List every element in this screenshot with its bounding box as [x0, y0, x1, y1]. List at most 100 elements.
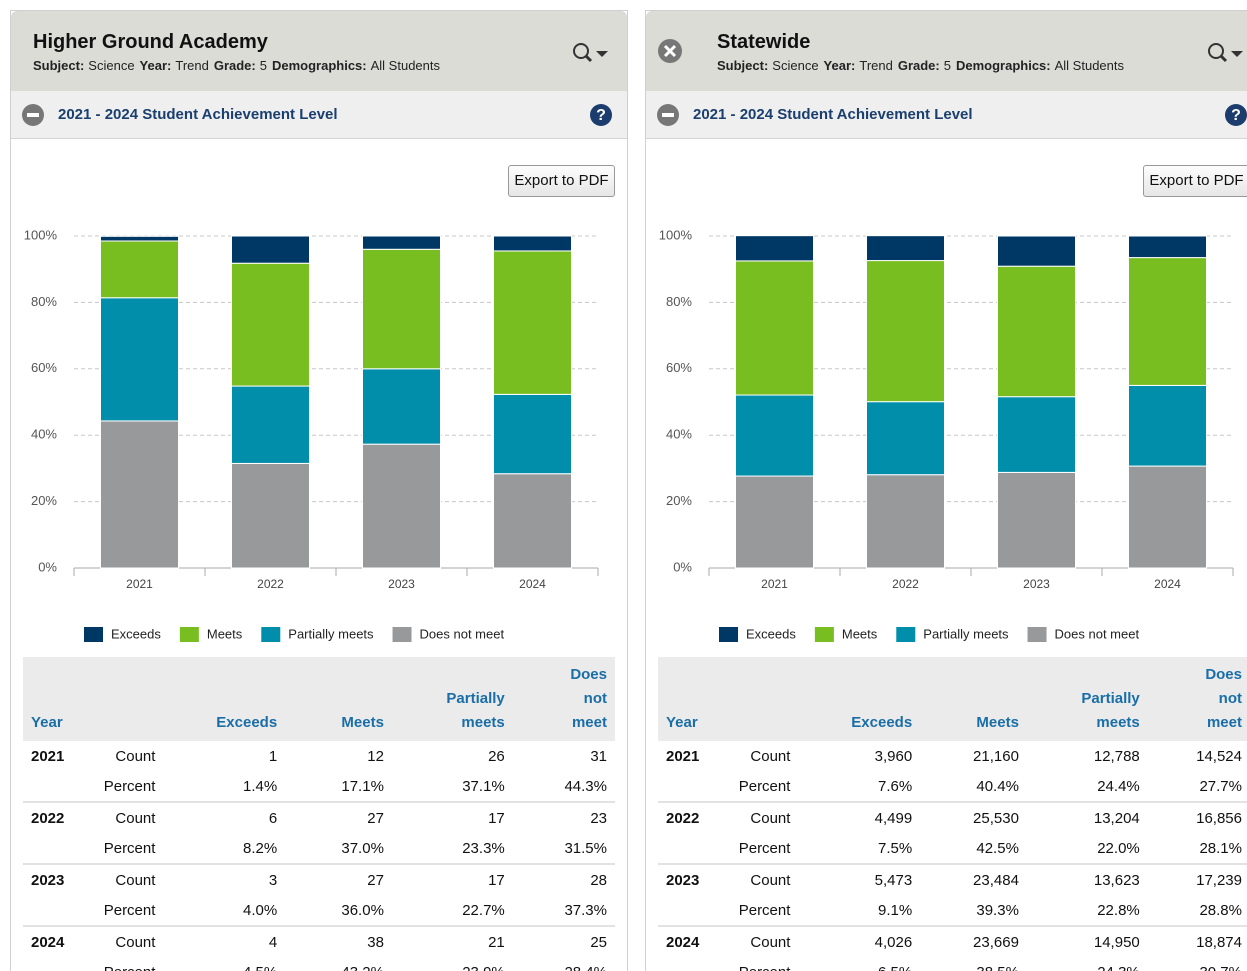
year-cell-empty — [23, 833, 82, 864]
bar-segment — [493, 235, 572, 252]
count-row: 2024 Count 4 38 21 25 — [23, 925, 615, 957]
y-tick-label: 100% — [659, 227, 693, 242]
column-header: Does not meet — [1139, 657, 1247, 741]
percent-cell: 37.1% — [462, 777, 505, 795]
bar-segment — [735, 394, 814, 477]
count-row: 2022 Count 6 27 17 23 — [23, 801, 615, 833]
panel-title: Statewide — [717, 31, 811, 53]
filter-value: Science — [772, 58, 819, 73]
count-cell: 18,874 — [1139, 925, 1247, 957]
bar-segment — [735, 475, 814, 569]
count-cell: 26 — [488, 747, 505, 765]
row-label: Count — [81, 863, 156, 895]
close-button[interactable] — [656, 37, 684, 65]
percent-cell: 43.2% — [277, 957, 384, 971]
y-tick-label: 60% — [666, 360, 692, 375]
percent-cell: 22.8% — [1097, 901, 1140, 919]
percent-row: Percent 4.0% 36.0% 22.7% 37.3% — [23, 895, 615, 926]
year-cell: 2021 — [666, 747, 700, 765]
percent-cell: 39.3% — [976, 901, 1019, 919]
percent-row: Percent 9.1% 39.3% 22.8% 28.8% — [658, 895, 1247, 926]
bar-segment — [866, 260, 945, 403]
percent-row: Percent6.5%38.5%24.3%30.7% — [658, 957, 1247, 971]
count-cell: 6 — [155, 801, 278, 833]
percent-cell: 30.7% — [1140, 957, 1247, 971]
year-cell-empty — [658, 895, 717, 926]
bar-segment — [362, 443, 441, 569]
percent-row: Percent 1.4% 17.1% 37.1% 44.3% — [23, 771, 615, 802]
filter-label: Demographics: — [271, 58, 367, 73]
column-header: Year — [23, 657, 82, 741]
bar-segment — [997, 471, 1076, 569]
percent-cell: 28.1% — [1199, 839, 1242, 857]
count-cell: 5,473 — [790, 863, 913, 895]
help-button[interactable]: ? — [589, 103, 613, 127]
bar-segment — [100, 420, 179, 569]
x-tick-label: 2023 — [388, 577, 415, 591]
percent-cell: 42.5% — [976, 839, 1019, 857]
row-label: Count — [81, 801, 156, 833]
panel-header: Higher Ground Academy Subject: Science Yea… — [11, 11, 627, 91]
y-tick-label: 80% — [31, 294, 57, 309]
bar-segment — [735, 235, 814, 262]
legend-swatch — [179, 627, 199, 642]
x-tick-label: 2024 — [1154, 577, 1181, 591]
y-tick-label: 20% — [666, 493, 692, 508]
export-button[interactable]: Export to PDF — [1143, 165, 1247, 197]
percent-cell: 31.5% — [564, 839, 607, 857]
count-cell: 27 — [277, 801, 384, 833]
filters: Subject: Science Year: Trend Grade: 5 Demograp… — [717, 58, 1129, 73]
bar-segment — [100, 297, 179, 422]
svg-text:?: ? — [1231, 107, 1241, 124]
legend-swatch — [814, 627, 834, 642]
percent-cell: 44.3% — [564, 777, 607, 795]
bar-segment — [362, 368, 441, 445]
search-menu[interactable] — [1204, 39, 1247, 67]
count-cell: 3,960 — [874, 747, 913, 765]
percent-cell: 38.5% — [912, 957, 1019, 971]
percent-cell: 36.0% — [341, 901, 384, 919]
percent-cell: 23.9% — [384, 957, 505, 971]
y-tick-label: 40% — [666, 427, 692, 442]
year-cell-empty — [658, 833, 717, 864]
x-tick-label: 2022 — [892, 577, 919, 591]
percent-cell: 28.8% — [1199, 901, 1242, 919]
percent-cell: 7.6% — [877, 777, 913, 795]
legend-label: Exceeds — [111, 626, 161, 641]
year-cell-empty — [658, 957, 717, 971]
count-cell: 31 — [590, 747, 607, 765]
panel: Higher Ground Academy Subject: Science Yea… — [10, 10, 628, 971]
count-cell: 4,499 — [790, 801, 913, 833]
percent-cell: 6.5% — [790, 957, 912, 971]
bar-segment — [866, 474, 945, 569]
percent-cell: 8.2% — [242, 839, 278, 857]
year-cell-empty — [658, 771, 717, 802]
legend-label: Partially meets — [923, 626, 1009, 641]
search-menu[interactable] — [569, 39, 613, 67]
count-cell: 23 — [504, 801, 615, 833]
count-cell: 25,530 — [912, 801, 1019, 833]
export-button[interactable]: Export to PDF — [508, 165, 615, 197]
year-cell-empty — [23, 895, 82, 926]
bar-segment — [735, 260, 814, 396]
bar-segment — [493, 250, 572, 395]
count-row: 2021 Count 1 12 26 31 — [23, 741, 615, 771]
count-cell: 23,669 — [912, 925, 1019, 957]
count-cell: 12 — [367, 747, 384, 765]
help-button[interactable]: ? — [1224, 103, 1247, 127]
x-tick-label: 2021 — [126, 577, 153, 591]
row-label: Count — [115, 747, 156, 765]
count-cell: 23,484 — [912, 863, 1019, 895]
percent-cell: 22.0% — [1097, 839, 1140, 857]
collapse-button[interactable] — [656, 103, 680, 127]
percent-cell: 23.3% — [462, 839, 505, 857]
bar-segment — [1128, 235, 1207, 259]
count-cell: 13,204 — [1018, 801, 1140, 833]
row-label: Percent — [717, 957, 791, 971]
percent-cell: 7.5% — [877, 839, 913, 857]
chart: 0% 20% 40% 60% 80% 100% 2021 2022 2023 2024 Exceed… — [24, 227, 599, 642]
filter-label: Grade: — [213, 58, 256, 73]
collapse-button[interactable] — [21, 103, 45, 127]
column-header: Exceeds — [155, 657, 278, 741]
percent-cell: 4.0% — [242, 901, 278, 919]
